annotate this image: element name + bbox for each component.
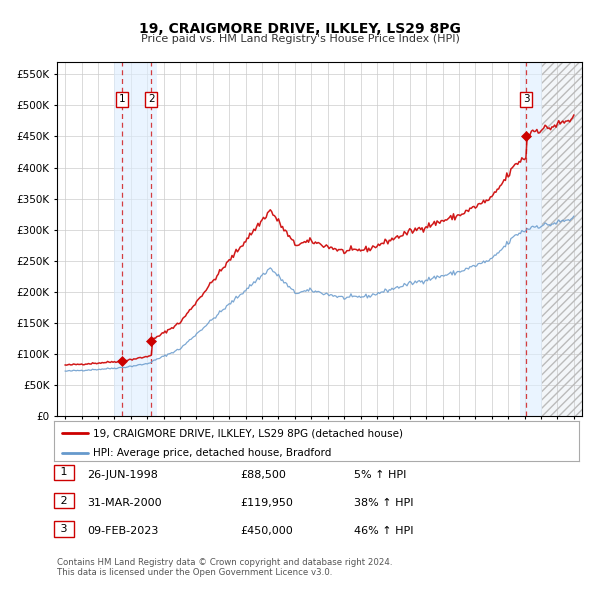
Bar xyxy=(520,62,542,416)
Text: 5% ↑ HPI: 5% ↑ HPI xyxy=(354,470,406,480)
Text: 09-FEB-2023: 09-FEB-2023 xyxy=(87,526,158,536)
Text: 2: 2 xyxy=(57,496,71,506)
Text: HPI: Average price, detached house, Bradford: HPI: Average price, detached house, Brad… xyxy=(94,448,332,458)
Text: 3: 3 xyxy=(523,94,530,104)
Text: Price paid vs. HM Land Registry's House Price Index (HPI): Price paid vs. HM Land Registry's House … xyxy=(140,34,460,44)
Text: 2: 2 xyxy=(148,94,155,104)
Bar xyxy=(115,62,157,416)
Text: 19, CRAIGMORE DRIVE, ILKLEY, LS29 8PG: 19, CRAIGMORE DRIVE, ILKLEY, LS29 8PG xyxy=(139,22,461,37)
Text: 46% ↑ HPI: 46% ↑ HPI xyxy=(354,526,413,536)
Text: 1: 1 xyxy=(119,94,125,104)
Bar xyxy=(542,62,582,416)
Text: This data is licensed under the Open Government Licence v3.0.: This data is licensed under the Open Gov… xyxy=(57,568,332,577)
Text: 38% ↑ HPI: 38% ↑ HPI xyxy=(354,498,413,508)
Text: 26-JUN-1998: 26-JUN-1998 xyxy=(87,470,158,480)
Text: Contains HM Land Registry data © Crown copyright and database right 2024.: Contains HM Land Registry data © Crown c… xyxy=(57,558,392,566)
Text: £450,000: £450,000 xyxy=(240,526,293,536)
Bar xyxy=(542,62,582,416)
Bar xyxy=(542,62,582,416)
Text: 19, CRAIGMORE DRIVE, ILKLEY, LS29 8PG (detached house): 19, CRAIGMORE DRIVE, ILKLEY, LS29 8PG (d… xyxy=(94,428,403,438)
Text: 3: 3 xyxy=(57,524,71,534)
Text: 31-MAR-2000: 31-MAR-2000 xyxy=(87,498,161,508)
Text: £88,500: £88,500 xyxy=(240,470,286,480)
Text: 1: 1 xyxy=(57,467,71,477)
Text: £119,950: £119,950 xyxy=(240,498,293,508)
